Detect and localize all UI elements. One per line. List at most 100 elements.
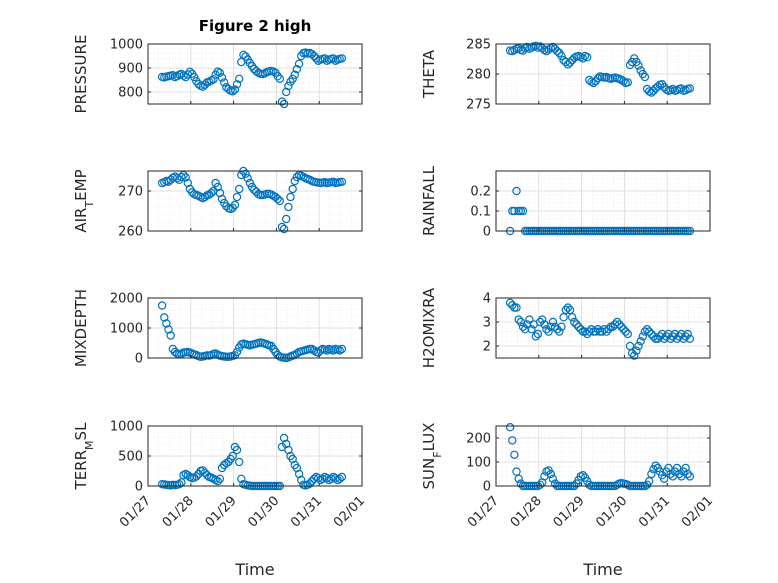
data-point bbox=[273, 194, 282, 204]
data-point bbox=[619, 325, 628, 334]
data-point bbox=[179, 71, 188, 80]
data-point bbox=[583, 53, 592, 62]
data-point bbox=[642, 325, 652, 334]
data-point bbox=[514, 44, 523, 53]
data-point bbox=[550, 322, 560, 331]
data-point bbox=[234, 74, 244, 84]
data-point bbox=[292, 172, 302, 182]
data-point bbox=[544, 327, 553, 336]
data-point bbox=[561, 305, 571, 315]
data-point bbox=[685, 84, 695, 93]
data-point bbox=[518, 322, 528, 331]
data-point bbox=[329, 54, 338, 63]
data-point bbox=[327, 474, 336, 483]
data-point bbox=[563, 60, 573, 69]
data-point bbox=[565, 58, 575, 67]
data-point bbox=[232, 192, 242, 202]
data-point bbox=[312, 54, 321, 63]
y-tick-label: 285 bbox=[466, 38, 491, 53]
data-point bbox=[239, 50, 248, 60]
data-point bbox=[572, 320, 581, 329]
data-point bbox=[288, 184, 297, 194]
data-point bbox=[219, 78, 229, 87]
data-point bbox=[653, 334, 663, 343]
data-point bbox=[685, 472, 695, 481]
data-point bbox=[666, 469, 675, 479]
x-tick-label: 01/27 bbox=[465, 493, 502, 530]
data-point bbox=[505, 423, 515, 432]
y-axis-label: H2OMIXRA bbox=[420, 287, 438, 368]
data-point bbox=[542, 325, 551, 334]
data-point bbox=[651, 334, 660, 343]
data-point bbox=[514, 315, 523, 324]
data-point bbox=[649, 86, 658, 96]
subplot-mixdepth: 0 1000 2000 MIXDEPTH bbox=[72, 289, 363, 367]
data-point bbox=[198, 466, 207, 475]
data-point bbox=[232, 347, 242, 357]
subplot-pressure: 800 900 1000 PRESSURE bbox=[72, 35, 363, 114]
data-point bbox=[230, 200, 240, 210]
y-tick-label: 0.1 bbox=[470, 205, 491, 220]
data-point bbox=[215, 474, 225, 483]
axes-frame bbox=[147, 43, 363, 105]
y-tick-label: 0 bbox=[483, 225, 491, 240]
data-series bbox=[157, 301, 347, 363]
data-point bbox=[172, 173, 182, 183]
data-point bbox=[602, 327, 611, 336]
data-point bbox=[591, 327, 600, 336]
data-point bbox=[531, 332, 541, 341]
data-point bbox=[309, 346, 319, 355]
data-point bbox=[337, 54, 347, 63]
data-point bbox=[187, 187, 197, 197]
y-tick-label: 0 bbox=[135, 352, 143, 367]
data-point bbox=[297, 475, 306, 485]
data-point bbox=[525, 315, 534, 324]
data-point bbox=[683, 469, 692, 479]
axes-frame bbox=[147, 170, 363, 232]
x-tick-label: 01/31 bbox=[288, 493, 325, 530]
data-point bbox=[559, 313, 568, 322]
data-point bbox=[335, 474, 344, 483]
data-point bbox=[670, 329, 680, 339]
data-point bbox=[535, 480, 545, 489]
data-point bbox=[249, 185, 259, 194]
data-point bbox=[621, 327, 630, 336]
data-point bbox=[275, 196, 284, 206]
y-axis-label: AIRTEMP bbox=[72, 169, 96, 232]
data-point bbox=[237, 474, 246, 483]
y-axis-label: PRESSURE bbox=[72, 35, 90, 114]
x-tick-label: 01/29 bbox=[203, 493, 240, 530]
y-tick-label: 500 bbox=[118, 450, 143, 465]
data-point bbox=[634, 341, 643, 351]
data-point bbox=[213, 477, 222, 486]
data-point bbox=[172, 71, 182, 81]
data-point bbox=[505, 298, 515, 307]
data-point bbox=[636, 337, 645, 346]
y-axis-label: MIXDEPTH bbox=[72, 289, 90, 367]
data-point bbox=[672, 334, 682, 343]
data-point bbox=[329, 346, 338, 355]
data-point bbox=[284, 202, 293, 212]
x-tick-label: 02/01 bbox=[331, 493, 368, 530]
y-axis-label: TERRMSL bbox=[72, 422, 96, 491]
data-point bbox=[217, 194, 227, 204]
data-point bbox=[337, 344, 347, 354]
data-point bbox=[587, 325, 596, 334]
data-series bbox=[505, 41, 695, 97]
data-point bbox=[666, 334, 675, 343]
data-point bbox=[288, 74, 297, 84]
data-point bbox=[177, 172, 186, 182]
data-point bbox=[640, 72, 650, 82]
data-point bbox=[508, 436, 517, 445]
data-point bbox=[612, 317, 622, 327]
data-point bbox=[677, 329, 686, 339]
y-tick-label: 800 bbox=[118, 86, 143, 101]
data-point bbox=[548, 42, 558, 52]
data-point bbox=[634, 61, 643, 70]
data-series bbox=[157, 48, 347, 109]
data-point bbox=[553, 325, 562, 334]
data-point bbox=[275, 74, 284, 84]
data-point bbox=[593, 73, 603, 83]
data-point bbox=[668, 84, 678, 94]
